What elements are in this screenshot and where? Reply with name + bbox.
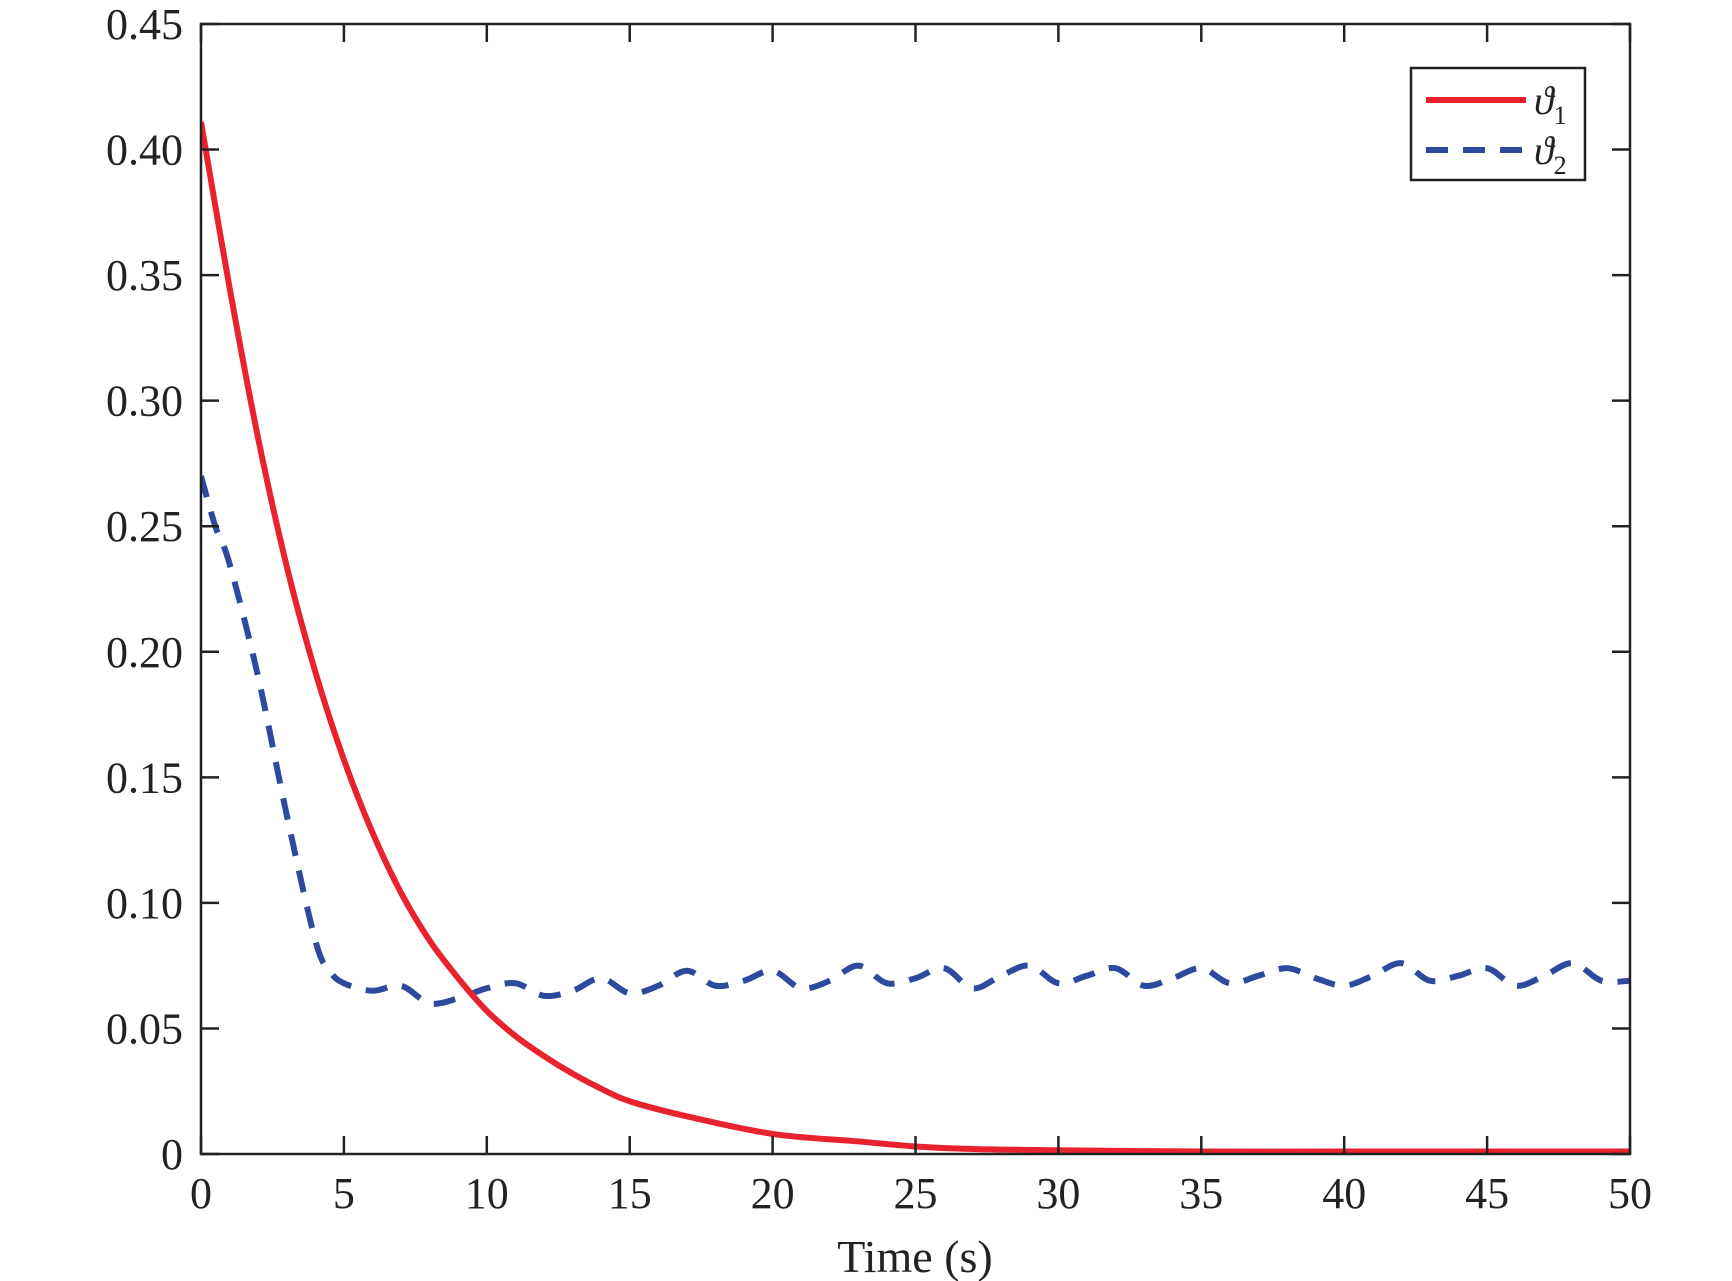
x-tick-label: 40: [1322, 1169, 1366, 1218]
series-layer: [201, 121, 1630, 1154]
x-tick-label: 50: [1608, 1169, 1652, 1218]
y-tick-label: 0.30: [106, 377, 183, 426]
y-tick-label: 0.20: [106, 628, 183, 677]
x-tick-label: 25: [894, 1169, 938, 1218]
y-tick-label: 0.05: [106, 1004, 183, 1053]
legend-label-theta2: ϑ2: [1534, 128, 1567, 180]
legend-label-theta1: ϑ1: [1534, 78, 1567, 130]
y-tick-label: 0.25: [106, 502, 183, 551]
x-tick-label: 20: [751, 1169, 795, 1218]
x-axis-label: Time (s): [837, 1231, 993, 1281]
x-tick-label: 10: [465, 1169, 509, 1218]
legend-box: [1409, 66, 1587, 182]
y-tick-label: 0.35: [106, 251, 183, 300]
y-tick-label: 0.10: [106, 879, 183, 928]
x-tick-label: 0: [190, 1169, 212, 1218]
y-tick-labels: 0 0.05 0.10 0.15 0.20 0.25 0.30 0.35 0.40 0.45: [106, 0, 183, 1179]
ticks-layer: [199, 22, 1632, 1156]
y-tick-label: 0: [161, 1130, 183, 1179]
x-tick-label: 5: [333, 1169, 355, 1218]
series-line-theta1: [201, 121, 1630, 1154]
y-tick-label: 0.40: [106, 126, 183, 175]
x-tick-labels: 0 5 10 15 20 25 30 35 40 45 50: [190, 1169, 1652, 1218]
legend: ϑ1 ϑ2: [1409, 66, 1587, 182]
x-tick-label: 45: [1465, 1169, 1509, 1218]
y-tick-label: 0.45: [106, 0, 183, 49]
x-tick-label: 15: [608, 1169, 652, 1218]
y-tick-label: 0.15: [106, 753, 183, 802]
series-line-theta2: [201, 475, 1630, 1007]
x-tick-label: 30: [1036, 1169, 1080, 1218]
x-tick-label: 35: [1179, 1169, 1223, 1218]
